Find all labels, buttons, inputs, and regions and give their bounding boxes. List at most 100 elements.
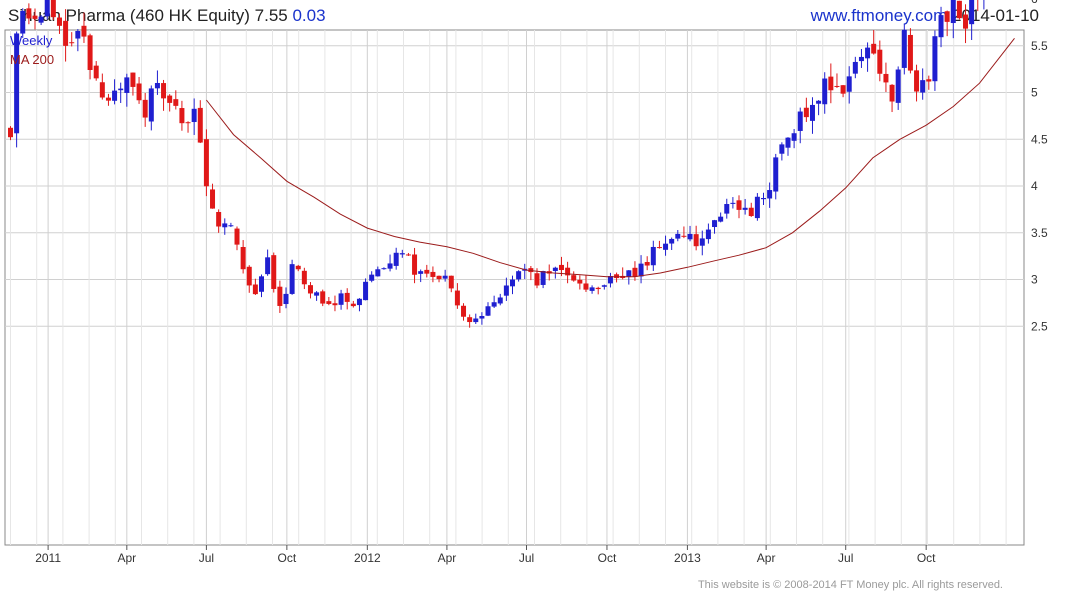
weekly-candle [669, 237, 675, 250]
x-tick-label: Jul [838, 551, 853, 565]
candle-body [858, 56, 864, 62]
candle-body [705, 229, 711, 240]
candle-body [840, 85, 846, 94]
weekly-candle [320, 289, 326, 307]
weekly-candle [203, 129, 209, 197]
candle-body [197, 107, 203, 143]
candle-body [865, 47, 871, 59]
candle-body [883, 73, 889, 83]
weekly-candle [167, 94, 173, 112]
weekly-candle [454, 283, 460, 309]
weekly-candle [332, 295, 338, 312]
weekly-candle [607, 272, 613, 288]
weekly-candle [577, 275, 583, 290]
weekly-candle [69, 32, 75, 47]
candle-body [736, 200, 742, 210]
weekly-candle [234, 226, 240, 251]
x-tick-label: 2013 [674, 551, 701, 565]
candle-body [393, 252, 399, 266]
candle-body [589, 287, 595, 291]
weekly-candle [216, 209, 222, 233]
candle-body [681, 235, 687, 237]
candle-body [773, 157, 779, 192]
candle-body [295, 265, 301, 270]
candle-body [210, 189, 216, 209]
weekly-candle [914, 64, 920, 102]
weekly-candle [754, 193, 760, 221]
weekly-candle [161, 79, 167, 111]
candle-body [326, 301, 332, 304]
weekly-candle [614, 272, 620, 283]
weekly-candle [307, 282, 313, 299]
weekly-candle [350, 300, 356, 308]
candle-body [632, 267, 638, 277]
weekly-candle [461, 303, 467, 321]
x-tick-label: Jul [519, 551, 534, 565]
weekly-candle [277, 280, 283, 313]
x-tick-label: 2011 [35, 551, 61, 565]
weekly-candle [14, 31, 20, 148]
weekly-candle [681, 226, 687, 239]
x-tick-label: Oct [917, 551, 936, 565]
candle-body [44, 0, 50, 17]
weekly-candle [761, 192, 766, 205]
candle-body [583, 283, 589, 290]
weekly-candle [399, 249, 405, 258]
candle-body [491, 302, 497, 307]
weekly-candle [809, 97, 815, 134]
x-tick-label: Apr [757, 551, 776, 565]
candle-body [363, 281, 369, 301]
weekly-candle [154, 70, 160, 95]
candle-body [552, 267, 558, 272]
candle-body [252, 284, 258, 295]
weekly-candle [565, 261, 571, 284]
weekly-candle [393, 247, 399, 270]
candle-body [167, 95, 173, 103]
weekly-candle [969, 0, 975, 41]
candle-body [614, 274, 620, 279]
candle-body [809, 104, 815, 121]
candle-body [356, 298, 362, 306]
candle-body [785, 137, 791, 148]
weekly-candle [338, 289, 344, 310]
y-tick-label: 5 [1031, 86, 1038, 100]
candle-body [718, 216, 724, 222]
candle-body [179, 108, 185, 124]
weekly-candle [589, 285, 595, 294]
chart-header-title: Sihuan Pharma (460 HK Equity) 7.55 0.03 [8, 6, 326, 26]
price-change: 0.03 [292, 6, 326, 25]
weekly-candle [130, 72, 136, 96]
weekly-candle [93, 61, 99, 81]
candle-body [412, 254, 418, 275]
weekly-candle [485, 302, 491, 317]
website-link[interactable]: www.ftmoney.com [810, 6, 948, 25]
candle-body [577, 279, 583, 284]
weekly-candle [895, 66, 901, 110]
candle-body [791, 133, 797, 141]
candle-body [99, 82, 105, 98]
weekly-candle [112, 79, 118, 105]
candle-body [846, 76, 852, 92]
candle-body [969, 0, 975, 25]
candle-body [907, 34, 913, 71]
weekly-candle [136, 77, 142, 104]
weekly-candle [828, 63, 834, 104]
candle-body [259, 276, 264, 292]
weekly-candle [779, 142, 785, 161]
candle-body [669, 238, 675, 244]
weekly-candle [87, 33, 93, 80]
weekly-candle [938, 6, 944, 48]
weekly-candle [871, 30, 877, 55]
x-tick-label: Oct [598, 551, 617, 565]
candle-body [405, 254, 411, 256]
last-price: 7.55 [254, 6, 288, 25]
x-tick-label: Apr [117, 551, 136, 565]
weekly-candle [81, 12, 87, 43]
candle-body [742, 207, 748, 210]
candle-body [503, 285, 509, 296]
weekly-candle [883, 62, 889, 93]
weekly-candle [375, 266, 381, 277]
candle-body [656, 247, 662, 249]
candle-body [69, 42, 75, 44]
weekly-candle [497, 293, 503, 306]
